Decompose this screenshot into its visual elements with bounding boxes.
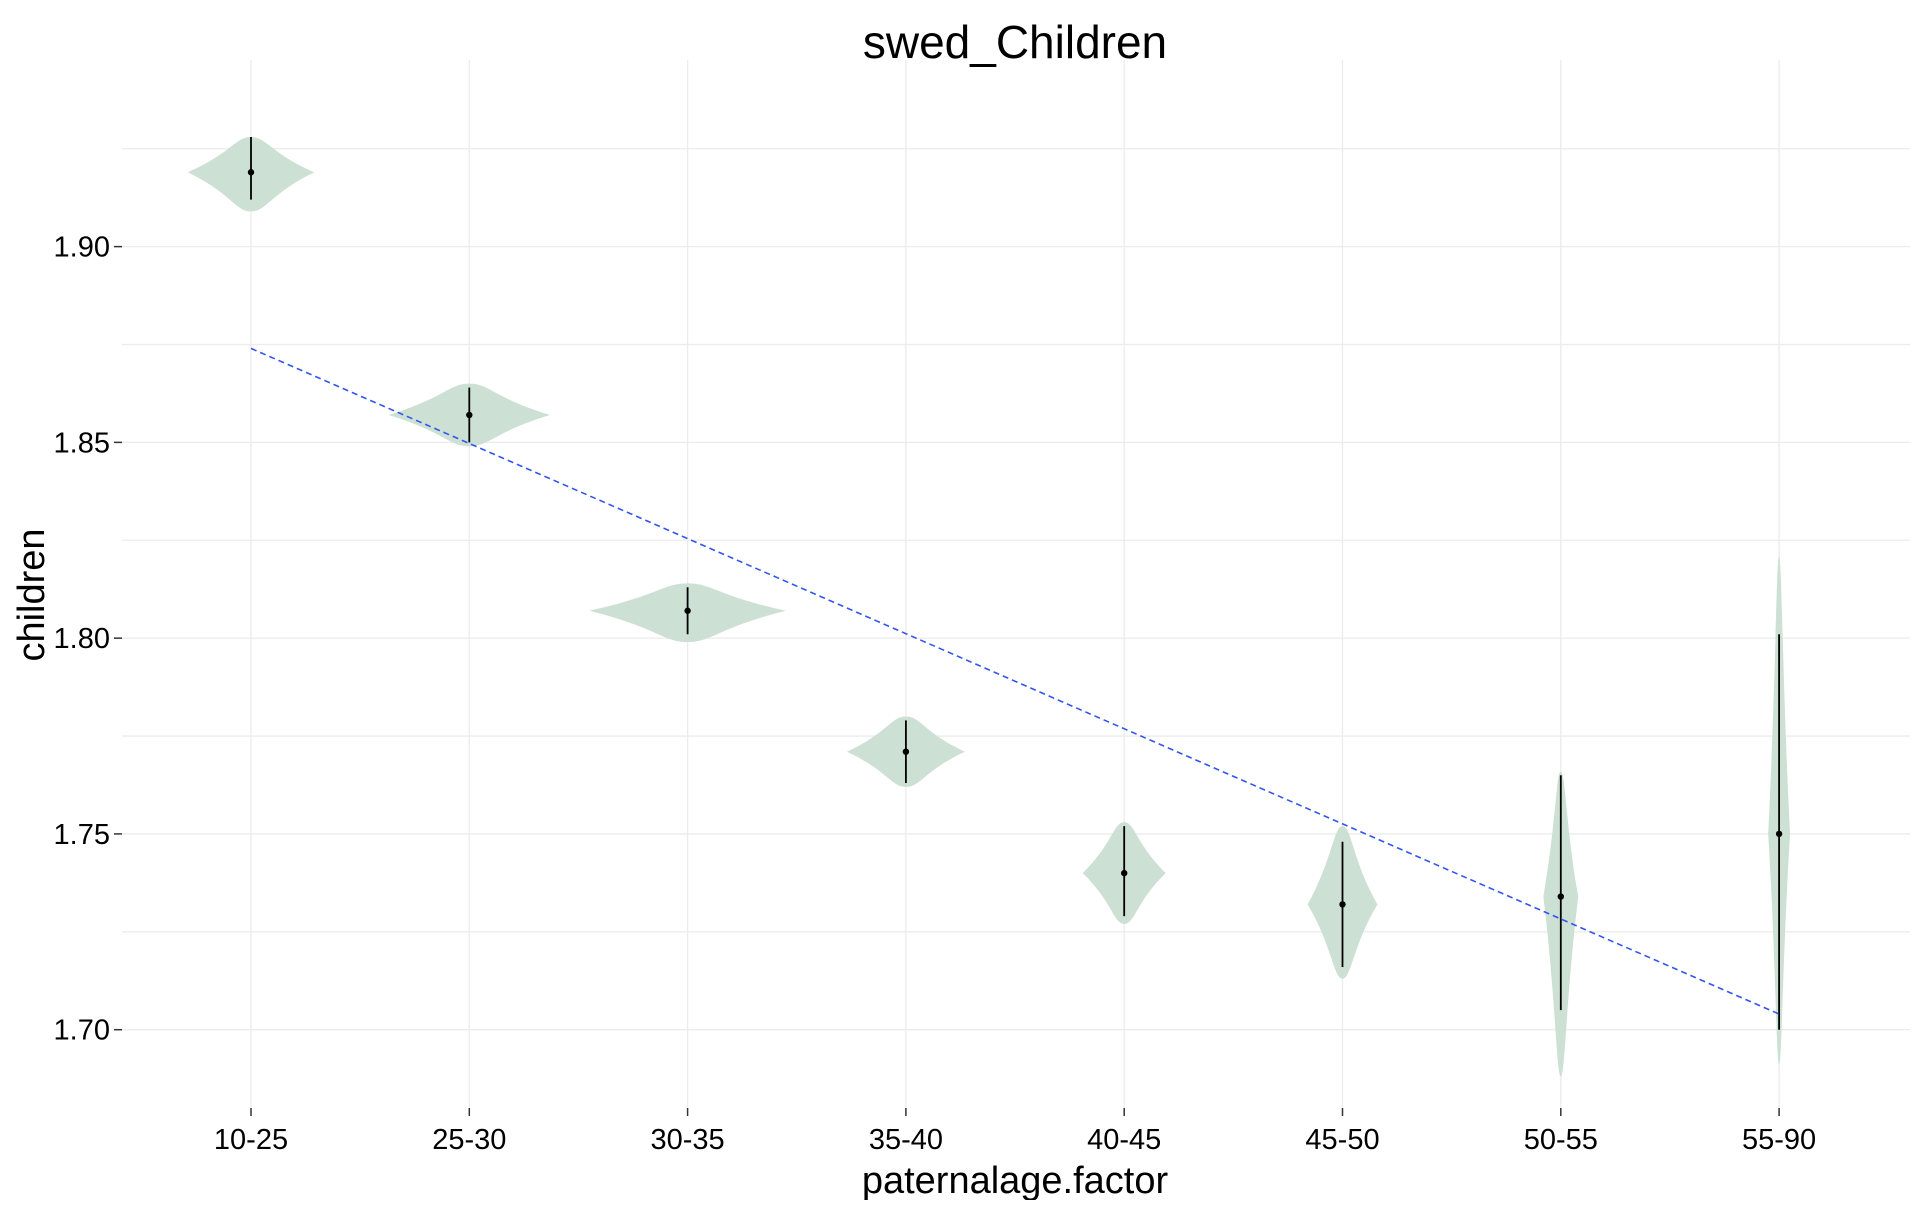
mean-point <box>902 748 910 755</box>
y-tick-label: 1.90 <box>54 232 110 264</box>
grid-layer <box>122 60 1910 1108</box>
mean-point <box>1557 893 1565 900</box>
mean-point <box>1775 830 1783 838</box>
mean-point <box>1121 869 1128 877</box>
y-tick-label: 1.80 <box>54 623 110 655</box>
trend-line <box>250 347 1780 1015</box>
x-tick-label: 40-45 <box>1087 1124 1161 1156</box>
y-tick-label: 1.75 <box>54 819 110 851</box>
x-tick-label: 55-90 <box>1742 1124 1816 1156</box>
y-axis-title: children <box>11 528 53 661</box>
x-tick-label: 10-25 <box>214 1124 288 1156</box>
violin-layer <box>187 136 1791 1077</box>
y-tick-label: 1.85 <box>54 427 110 459</box>
x-axis-title: paternalage.factor <box>862 1160 1169 1200</box>
x-tick-label: 45-50 <box>1305 1124 1379 1156</box>
x-tick-label: 35-40 <box>869 1124 943 1156</box>
chart-title: swed_Children <box>863 16 1167 68</box>
trend-layer <box>250 347 1780 1015</box>
x-tick-label: 25-30 <box>432 1124 506 1156</box>
mean-point <box>1339 901 1346 908</box>
y-tick-label: 1.70 <box>54 1015 110 1047</box>
mean-point <box>684 607 691 614</box>
mean-point <box>247 169 255 176</box>
x-tick-label: 50-55 <box>1524 1124 1598 1156</box>
tick-layer: 1.70 1.75 1.80 1.85 1.90 10-25 25-30 30-35 35-40… <box>54 232 1817 1156</box>
x-tick-label: 30-35 <box>651 1124 725 1156</box>
mean-point <box>466 411 473 419</box>
